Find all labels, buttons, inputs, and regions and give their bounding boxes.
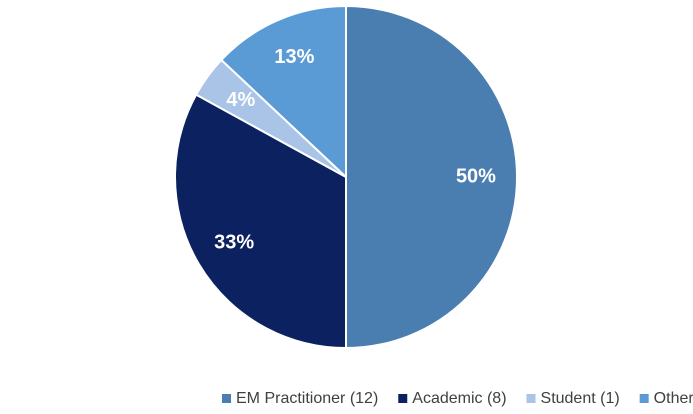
data-label: 50% (456, 165, 496, 187)
legend-label: Academic (8) (412, 390, 506, 407)
legend-marker (639, 394, 649, 403)
data-label: 4% (226, 89, 255, 111)
pie-slice (219, 4, 347, 180)
legend-marker (398, 394, 408, 403)
legend-label: EM Practitioner (12) (236, 390, 378, 407)
legend-marker (222, 394, 231, 403)
legend-label: Other (3) (654, 390, 693, 407)
pie-slice (345, 4, 518, 350)
pie-slice (174, 93, 347, 350)
legend-label: Student (1) (541, 390, 620, 407)
legend-marker (526, 394, 536, 403)
data-label: 33% (214, 231, 254, 253)
data-label: 13% (274, 46, 314, 68)
